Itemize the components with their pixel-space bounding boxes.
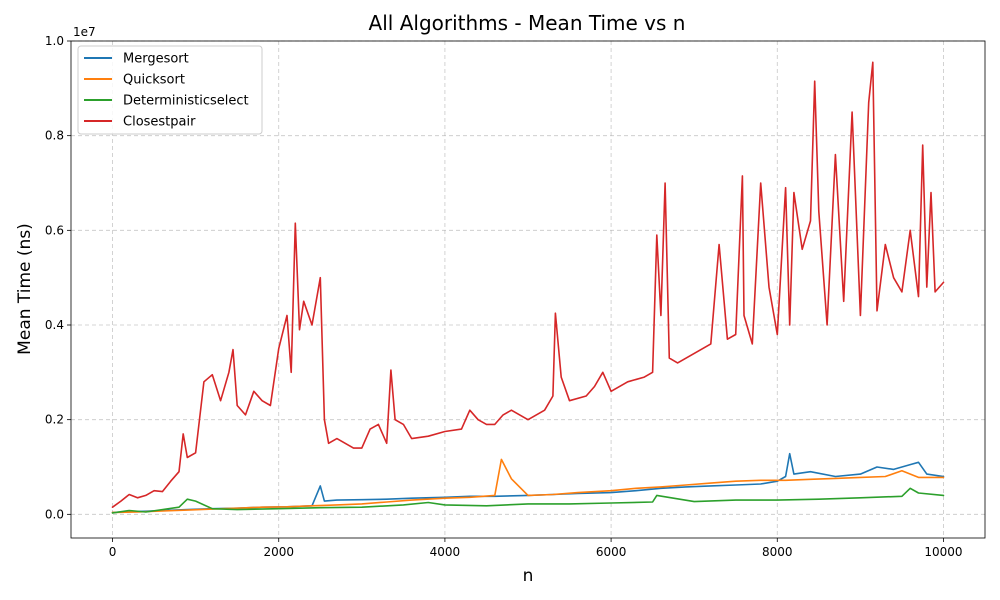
legend-label-deterministicselect: Deterministicselect: [123, 94, 249, 109]
x-tick-label: 2000: [263, 545, 294, 559]
y-tick-label: 1.0: [45, 34, 64, 48]
y-tick-label: 0.4: [45, 318, 64, 332]
x-tick-label: 8000: [762, 545, 793, 559]
y-tick-label: 0.6: [45, 223, 64, 237]
x-tick-label: 0: [109, 545, 117, 559]
legend-box: [77, 45, 263, 135]
plot-frame: [70, 40, 986, 539]
x-axis-label: n: [523, 566, 534, 586]
x-tick-label: 4000: [430, 545, 461, 559]
y-offset-label: 1e7: [73, 25, 96, 39]
series-line-deterministicselect: [111, 487, 945, 514]
x-axis: 0 2000 4000 6000 8000 10000: [109, 538, 963, 559]
y-axis-label: Mean Time (ns): [15, 223, 35, 355]
legend: Mergesort Quicksort Deterministicselect Clo…: [77, 45, 263, 135]
x-tick-label: 10000: [924, 545, 962, 559]
y-axis: 0.0 0.2 0.4 0.6 0.8 1.0: [45, 34, 71, 521]
chart-title: All Algorithms - Mean Time vs n: [369, 11, 686, 35]
x-tick-label: 6000: [596, 545, 627, 559]
y-tick-label: 0.0: [45, 507, 64, 521]
series-line-quicksort: [111, 458, 945, 514]
series-line-closestpair: [111, 61, 945, 509]
legend-label-mergesort: Mergesort: [123, 52, 189, 67]
legend-label-closestpair: Closestpair: [123, 115, 196, 130]
y-tick-label: 0.8: [45, 129, 64, 143]
y-tick-label: 0.2: [45, 413, 64, 427]
legend-label-quicksort: Quicksort: [123, 73, 185, 88]
series-layer: [111, 61, 945, 514]
